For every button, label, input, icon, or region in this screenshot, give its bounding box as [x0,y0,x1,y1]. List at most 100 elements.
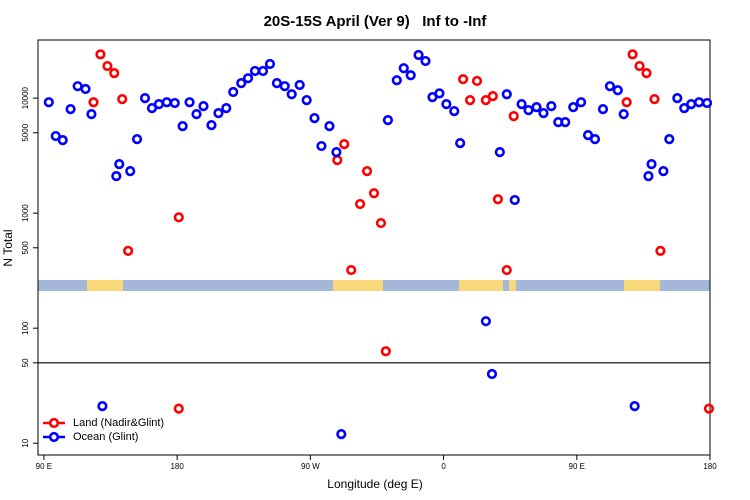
data-point [658,166,669,177]
data-point [153,99,165,110]
plot-frame [37,39,711,456]
data-point [516,99,527,110]
data-point [494,147,505,158]
data-point [375,217,387,229]
data-point [221,102,232,114]
data-point [455,138,466,149]
data-point [655,245,666,256]
data-point [618,109,629,120]
data-point [228,86,239,98]
legend-marker [48,417,60,429]
data-point [294,79,305,91]
data-point [664,134,675,145]
data-point [324,121,335,132]
data-point [264,58,276,70]
y-tick-label: 50 [21,358,30,367]
data-point [88,97,99,108]
x-tick-label: 0 [441,462,446,471]
data-point [57,135,68,146]
y-tick-label: 100 [21,321,30,335]
data-point [368,188,380,199]
data-point [125,166,136,177]
data-point [173,212,184,223]
data-point [242,73,254,84]
data-point [279,81,290,92]
data-point [50,130,61,142]
data-point [336,429,347,440]
data-point [589,134,601,145]
data-point [213,107,224,119]
data-point [492,194,503,205]
data-point [86,109,97,120]
land-strip [459,280,503,291]
data-point [131,134,143,145]
data-point [198,101,209,112]
data-point [441,99,452,110]
y-tick-label: 500 [21,241,30,255]
legend-label: Land (Nadir&Glint) [73,417,164,429]
data-point [354,198,366,210]
data-point [501,89,512,100]
data-point [382,114,394,126]
data-point [80,83,91,95]
data-point [301,95,312,106]
data-point [43,97,54,108]
data-point [701,97,713,109]
data-point [380,346,391,357]
data-point [173,403,184,414]
data-point [458,74,469,85]
data-point [646,158,657,170]
data-point [161,97,172,108]
data-point [271,78,283,89]
data-point [509,194,520,206]
data-point [249,65,261,77]
data-point [575,97,587,108]
data-point [420,55,431,67]
data-point [604,81,616,92]
data-point [309,113,320,124]
data-point [111,170,122,182]
data-point [316,140,327,152]
data-point [191,109,202,120]
data-point [501,264,512,276]
data-point [398,63,409,74]
y-tick-label: 1000 [21,204,30,222]
legend: Land (Nadir&Glint) Ocean (Glint) [43,417,164,443]
x-tick-label: 90 E [569,462,585,471]
data-point [361,166,373,177]
data-point [546,101,557,112]
data-point [568,102,579,113]
data-point [286,89,297,100]
data-point [331,147,342,158]
data-point [206,120,217,131]
legend-marker [48,431,60,443]
data-point [560,117,571,128]
y-tick-label: 10000 [21,86,30,109]
legend-label: Ocean (Glint) [73,431,138,443]
data-point [643,170,654,182]
x-tick-label: 180 [703,462,717,471]
data-point [332,155,343,166]
data-point [109,67,120,79]
data-point [123,245,134,256]
map-strip [38,280,710,291]
data-point [72,81,83,92]
data-point [523,105,534,116]
data-point [597,104,609,115]
y-tick-label: 10 [21,438,30,447]
data-point [612,85,623,96]
data-point [257,65,269,77]
data-point [538,107,549,119]
data-point [65,104,76,115]
data-point [672,93,683,104]
data-point [629,401,640,412]
data-point [641,67,652,79]
y-axis-label: N Total [1,229,15,266]
data-point [339,139,350,150]
land-strip [509,280,516,291]
data-point [434,88,445,99]
data-point [693,97,705,108]
data-point [391,75,402,86]
data-point [449,106,460,117]
data-point [649,94,660,105]
